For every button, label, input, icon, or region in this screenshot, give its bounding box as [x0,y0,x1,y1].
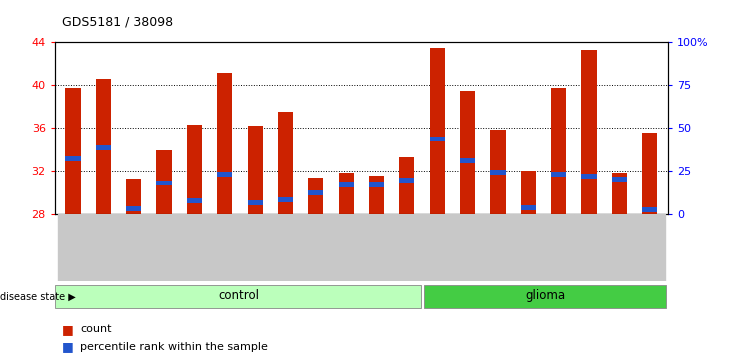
Bar [612,173,627,214]
Bar [424,285,666,308]
Bar [331,214,361,281]
Bar [551,172,566,177]
Bar [642,207,657,212]
Bar [55,285,421,308]
Bar [217,73,232,214]
Bar [491,131,506,214]
Text: glioma: glioma [526,290,565,302]
Bar [369,176,384,214]
Bar [453,214,483,281]
Bar [399,157,415,214]
Bar [118,214,149,281]
Bar [339,173,354,214]
Bar [513,214,544,281]
Bar [66,87,80,214]
Bar [149,214,179,281]
Bar [179,214,210,281]
Text: GDS5181 / 38098: GDS5181 / 38098 [62,15,173,28]
Bar [96,145,111,150]
Bar [187,125,202,214]
Bar [126,179,142,214]
Bar [581,50,596,214]
Bar [278,197,293,201]
Bar [483,214,513,281]
Bar [460,158,475,163]
Bar [544,214,574,281]
Bar [308,190,323,195]
Bar [392,214,422,281]
Bar [634,214,665,281]
Bar [210,214,240,281]
Bar [308,178,323,214]
Bar [642,133,657,214]
Bar [187,198,202,202]
Bar [270,214,301,281]
Bar [156,150,172,214]
Text: ■: ■ [62,323,74,336]
Bar [339,182,354,187]
Bar [361,214,392,281]
Bar [430,137,445,142]
Bar [422,214,453,281]
Bar [520,171,536,214]
Bar [604,214,634,281]
Text: control: control [218,290,259,302]
Bar [612,177,627,182]
Bar [156,181,172,185]
Bar [217,172,232,177]
Text: ■: ■ [62,341,74,353]
Bar [66,156,80,161]
Text: percentile rank within the sample: percentile rank within the sample [80,342,268,352]
Bar [301,214,331,281]
Bar [491,170,506,175]
Bar [430,48,445,214]
Bar [247,200,263,205]
Bar [96,79,111,214]
Bar [460,91,475,214]
Bar [574,214,604,281]
Bar [520,205,536,210]
Bar [240,214,270,281]
Bar [126,206,142,211]
Text: count: count [80,324,112,334]
Bar [551,87,566,214]
Bar [369,182,384,187]
Bar [247,126,263,214]
Bar [399,178,415,183]
Bar [581,174,596,179]
Text: disease state ▶: disease state ▶ [0,291,76,302]
Bar [58,214,88,281]
Bar [88,214,118,281]
Bar [278,112,293,214]
